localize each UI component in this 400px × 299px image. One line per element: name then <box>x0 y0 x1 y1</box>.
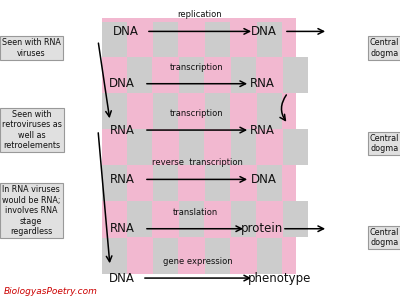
Bar <box>205 22 230 57</box>
Bar <box>102 18 296 274</box>
Text: reverse  transcription: reverse transcription <box>152 158 242 167</box>
Bar <box>257 22 282 57</box>
Text: BiologyasPoetry.com: BiologyasPoetry.com <box>4 287 98 296</box>
Bar <box>153 93 178 129</box>
Text: phenotype: phenotype <box>248 271 312 285</box>
Text: In RNA viruses
would be RNA;
involves RNA
stage
regardless: In RNA viruses would be RNA; involves RN… <box>2 185 60 236</box>
Bar <box>127 201 152 237</box>
Bar <box>205 165 230 201</box>
Bar <box>257 238 282 274</box>
Text: gene expression: gene expression <box>163 257 233 266</box>
Text: RNA: RNA <box>110 222 134 235</box>
Bar <box>127 57 152 93</box>
Bar <box>179 201 204 237</box>
Text: RNA: RNA <box>110 123 134 137</box>
Bar <box>102 93 127 129</box>
Bar <box>102 238 127 274</box>
Text: RNA: RNA <box>110 173 134 186</box>
Text: DNA: DNA <box>251 173 277 186</box>
Text: DNA: DNA <box>109 271 135 285</box>
Text: RNA: RNA <box>250 123 274 137</box>
Bar <box>231 129 256 165</box>
Bar <box>127 129 152 165</box>
Bar <box>205 93 230 129</box>
Bar <box>153 165 178 201</box>
Text: RNA: RNA <box>250 77 274 90</box>
Bar <box>102 22 127 57</box>
Bar <box>257 165 282 201</box>
Bar <box>179 129 204 165</box>
Bar <box>102 165 127 201</box>
Text: transcription: transcription <box>170 109 224 118</box>
Bar <box>283 57 308 93</box>
Bar <box>153 22 178 57</box>
Text: Central
dogma: Central dogma <box>370 38 399 57</box>
Text: translation: translation <box>172 208 218 217</box>
Text: protein: protein <box>241 222 283 235</box>
Bar <box>179 57 204 93</box>
Text: Seen with RNA
viruses: Seen with RNA viruses <box>2 38 61 57</box>
Text: DNA: DNA <box>109 77 135 90</box>
Bar <box>257 93 282 129</box>
Text: Seen with
retroviruses as
well as
retroelements: Seen with retroviruses as well as retroe… <box>2 110 62 150</box>
Bar <box>231 57 256 93</box>
Bar <box>283 201 308 237</box>
Bar <box>231 201 256 237</box>
Text: replication: replication <box>178 10 222 19</box>
Bar <box>283 129 308 165</box>
Text: transcription: transcription <box>170 63 224 72</box>
Text: DNA: DNA <box>251 25 277 38</box>
Text: Central
dogma: Central dogma <box>370 228 399 247</box>
Bar <box>153 238 178 274</box>
Bar <box>205 238 230 274</box>
Text: Central
dogma: Central dogma <box>370 134 399 153</box>
Text: DNA: DNA <box>113 25 139 38</box>
